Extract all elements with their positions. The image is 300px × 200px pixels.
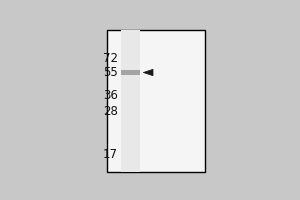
Polygon shape <box>143 69 153 76</box>
Bar <box>121 30 140 172</box>
Text: 55: 55 <box>103 66 118 79</box>
Bar <box>121 70 140 75</box>
Text: 72: 72 <box>103 52 118 65</box>
Text: 36: 36 <box>103 89 118 102</box>
Text: 17: 17 <box>103 148 118 161</box>
Text: 28: 28 <box>103 105 118 118</box>
Bar <box>107 30 205 172</box>
